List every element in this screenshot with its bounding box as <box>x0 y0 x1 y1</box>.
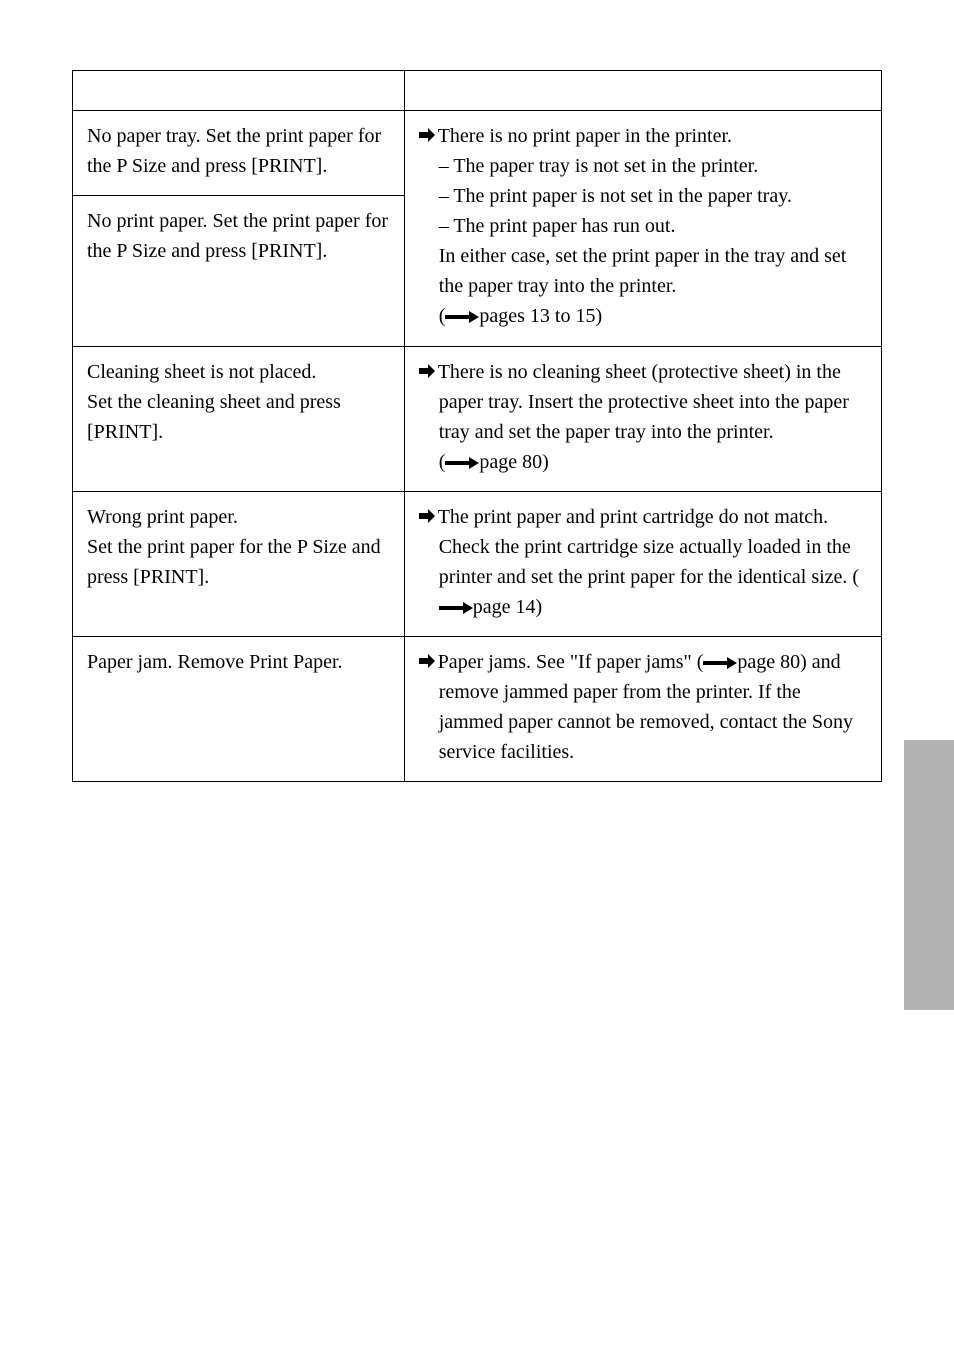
link-arrow-icon <box>445 311 479 323</box>
cell-left-2: Cleaning sheet is not placed. Set the cl… <box>73 347 405 492</box>
right-lead: Paper jams. See "If paper jams" ( <box>438 651 704 673</box>
right-arrow-icon <box>419 509 435 523</box>
bullet: – The paper tray is not set in the print… <box>439 151 867 181</box>
table-row: No paper tray. Set the print paper for t… <box>73 111 882 196</box>
cell-left-4: Paper jam. Remove Print Paper. <box>73 637 405 782</box>
right-lead: There is no cleaning sheet (protective s… <box>438 361 849 443</box>
tail-text: In either case, set the print paper in t… <box>439 241 867 301</box>
bullet: – The print paper has run out. <box>439 211 867 241</box>
cell-right-1: There is no print paper in the printer. … <box>404 111 881 347</box>
right-lead: There is no print paper in the printer. <box>438 125 732 147</box>
troubleshooting-table: No paper tray. Set the print paper for t… <box>72 70 882 782</box>
table-row: Cleaning sheet is not placed. Set the cl… <box>73 347 882 492</box>
side-tab <box>904 740 954 1010</box>
table-header-row <box>73 71 882 111</box>
link-arrow-icon <box>439 602 473 614</box>
right-arrow-icon <box>419 128 435 142</box>
cell-left-1b: No print paper. Set the print paper for … <box>73 196 405 347</box>
cell-right-3: The print paper and print cartridge do n… <box>404 492 881 637</box>
header-left <box>73 71 405 111</box>
right-arrow-icon <box>419 364 435 378</box>
table-row: Wrong print paper. Set the print paper f… <box>73 492 882 637</box>
cell-left-3: Wrong print paper. Set the print paper f… <box>73 492 405 637</box>
right-arrow-icon <box>419 654 435 668</box>
link-arrow-icon <box>445 457 479 469</box>
page-content: No paper tray. Set the print paper for t… <box>0 0 954 782</box>
cell-right-2: There is no cleaning sheet (protective s… <box>404 347 881 492</box>
cell-left-1a: No paper tray. Set the print paper for t… <box>73 111 405 196</box>
page-ref: (pages 13 to 15) <box>439 301 867 331</box>
header-right <box>404 71 881 111</box>
right-lead: The print paper and print cartridge do n… <box>438 506 859 588</box>
table-row: Paper jam. Remove Print Paper. Paper jam… <box>73 637 882 782</box>
link-arrow-icon <box>703 657 737 669</box>
cell-right-4: Paper jams. See "If paper jams" (page 80… <box>404 637 881 782</box>
bullet: – The print paper is not set in the pape… <box>439 181 867 211</box>
